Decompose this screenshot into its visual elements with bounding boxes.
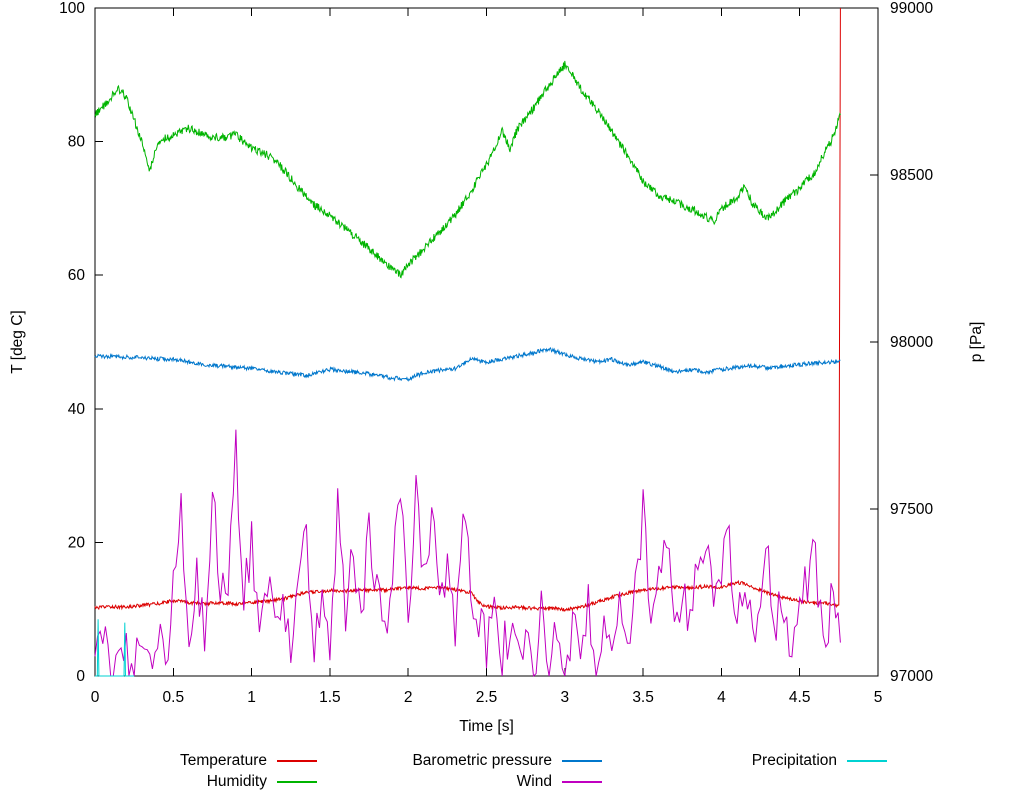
- y-left-tick-label: 100: [59, 0, 85, 17]
- y-right-tick-label: 98500: [890, 167, 933, 184]
- x-tick-label: 3: [560, 689, 569, 706]
- x-tick-label: 0.5: [163, 689, 185, 706]
- legend-label-barometric-pressure: Barometric pressure: [412, 752, 552, 769]
- series-temperature-line: [94, 7, 841, 612]
- x-tick-label: 1.5: [319, 689, 341, 706]
- legend-item-temperature: Temperature: [0, 751, 317, 771]
- legend-item-barometric-pressure: Barometric pressure: [0, 751, 602, 771]
- legend-label-wind: Wind: [516, 773, 552, 790]
- x-axis-label: Time [s]: [459, 718, 514, 735]
- legend-line-sample-precipitation: [847, 760, 887, 762]
- y-left-tick-label: 60: [68, 267, 86, 284]
- y-axis-label-right: p [Pa]: [968, 321, 985, 363]
- legend-label-precipitation: Precipitation: [751, 752, 837, 769]
- legend-label-temperature: Temperature: [179, 752, 267, 769]
- y-right-tick-label: 97000: [890, 668, 933, 685]
- y-right-tick-label: 97500: [890, 501, 933, 518]
- x-tick-label: 0: [91, 689, 100, 706]
- series-precipitation-line: [95, 619, 135, 677]
- x-tick-label: 2: [404, 689, 413, 706]
- x-tick-label: 2.5: [476, 689, 498, 706]
- series-humidity-line: [94, 60, 841, 279]
- series-wind-line: [94, 429, 841, 678]
- y-left-tick-label: 80: [68, 134, 86, 151]
- legend-line-sample-barometric-pressure: [562, 760, 602, 762]
- y-left-tick-label: 40: [68, 401, 86, 418]
- legend-line-sample-wind: [562, 781, 602, 783]
- legend-item-humidity: Humidity: [0, 772, 317, 792]
- chart-legend: Temperature Humidity Barometric pressure…: [0, 751, 1024, 795]
- legend-item-precipitation: Precipitation: [0, 751, 887, 771]
- legend-line-sample-temperature: [277, 760, 317, 762]
- x-tick-label: 4: [717, 689, 726, 706]
- x-tick-label: 4.5: [789, 689, 811, 706]
- y-left-tick-label: 20: [68, 534, 86, 551]
- y-axis-label-left: T [deg C]: [9, 310, 26, 374]
- legend-item-wind: Wind: [0, 772, 602, 792]
- series-barometric-pressure-line: [94, 347, 841, 382]
- y-left-tick-label: 0: [76, 668, 85, 685]
- plot-frame: [94, 7, 879, 677]
- legend-line-sample-humidity: [277, 781, 317, 783]
- x-tick-label: 3.5: [632, 689, 654, 706]
- y-right-tick-label: 98000: [890, 334, 933, 351]
- x-tick-label: 5: [874, 689, 883, 706]
- y-right-tick-label: 99000: [890, 0, 933, 17]
- x-tick-label: 1: [247, 689, 256, 706]
- legend-label-humidity: Humidity: [206, 773, 267, 790]
